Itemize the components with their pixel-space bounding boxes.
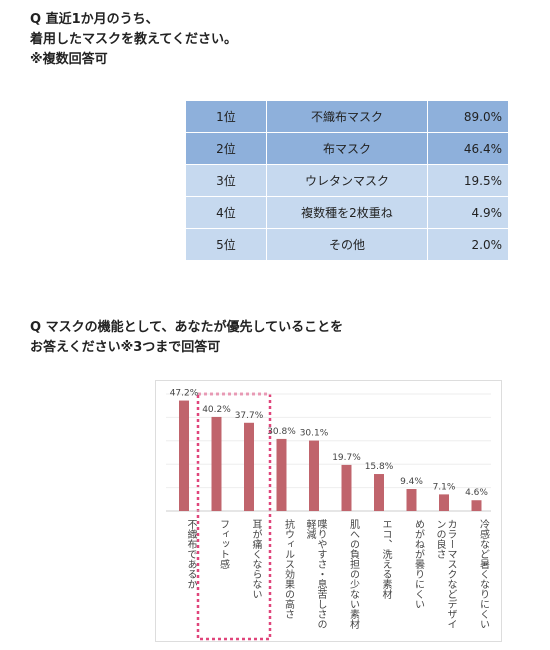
value-label: 7.1%: [433, 482, 456, 492]
category-label: めがねが曇りにくい: [412, 519, 424, 609]
question-1: Q 直近1か月のうち、 着用したマスクを教えてください。 ※複数回答可: [30, 10, 237, 70]
value-label: 40.2%: [202, 405, 231, 415]
table-cell: 2位: [185, 132, 267, 165]
table-cell: 布マスク: [266, 132, 428, 165]
bar: [309, 440, 319, 511]
bar: [276, 438, 287, 511]
question-line: ※複数回答可: [30, 52, 108, 67]
chart-svg: 47.2%40.2% 37.7%30.8% 30.1% 19.7% 15.8% 9.4% 7…: [166, 389, 491, 641]
bar: [341, 464, 352, 511]
category-label: カラーマスクなどデザインの良さ: [434, 519, 456, 629]
value-label: 47.2%: [170, 389, 199, 399]
category-label: 冷感など暑くなりにくい: [477, 519, 489, 629]
table-row: 5位 その他 2.0%: [185, 228, 509, 261]
value-label: 19.7%: [332, 453, 361, 463]
category-label: フィット感: [217, 519, 229, 569]
category-label: エコ、洗える素材: [380, 519, 391, 599]
category-label: 不織布であるか: [185, 519, 196, 589]
table-cell: 2.0%: [427, 228, 509, 261]
value-label: 37.7%: [235, 411, 264, 421]
question-2: Q マスクの機能として、あなたが優先していることを お答えください※3つまで回答…: [30, 318, 343, 358]
bar: [406, 489, 417, 511]
category-label: 耳が痛くならない: [250, 519, 261, 599]
question-line: Q 直近1か月のうち、: [30, 12, 159, 27]
table-cell: 4.9%: [427, 196, 509, 229]
table-row: 2位 布マスク 46.4%: [185, 132, 509, 165]
table-cell: 4位: [185, 196, 267, 229]
question-line: Q マスクの機能として、あなたが優先していることを: [30, 320, 344, 335]
table-row: 3位 ウレタンマスク 19.5%: [185, 164, 509, 197]
category-label: 抗ウィルス効果の高さ: [282, 519, 294, 619]
chart: 47.2% 40.2% 37.7% 30.8% 30.1% 19.7% 15.8% 9.4% 7…: [155, 380, 502, 642]
table-cell: 不織布マスク: [266, 100, 428, 133]
table-cell: 1位: [185, 100, 267, 133]
value-label: 9.4%: [400, 477, 423, 487]
bar: [244, 422, 254, 511]
table-row: 1位 不織布マスク 89.0%: [185, 100, 509, 133]
table-cell: 3位: [185, 164, 267, 197]
bar: [211, 416, 222, 511]
bar: [439, 494, 449, 511]
value-label: 4.6%: [465, 488, 488, 498]
table-cell: その他: [266, 228, 428, 261]
ranking-table: 1位 不織布マスク 89.0% 2位 布マスク 46.4% 3位 ウレタンマスク 19.5% 4位…: [185, 100, 509, 261]
question-line: 着用したマスクを教えてください。: [30, 32, 237, 47]
value-label: 30.8%: [267, 427, 296, 437]
table-cell: 46.4%: [427, 132, 509, 165]
table-cell: ウレタンマスク: [266, 164, 428, 197]
table-cell: 89.0%: [427, 100, 509, 133]
value-label: 30.1%: [300, 429, 329, 439]
value-label: 15.8%: [365, 462, 394, 472]
bar: [374, 474, 384, 511]
table-cell: 19.5%: [427, 164, 509, 197]
table-cell: 5位: [185, 228, 267, 261]
table-cell: 複数種を2枚重ね: [266, 196, 428, 229]
bar: [471, 500, 482, 511]
table-row: 4位 複数種を2枚重ね 4.9%: [185, 196, 509, 229]
category-label: 肌への負担の少ない素材: [347, 519, 359, 629]
category-label: 喋りやすさ・息苦しさの軽減: [304, 519, 326, 629]
bar: [179, 400, 189, 511]
question-line: お答えください※3つまで回答可: [30, 340, 221, 355]
